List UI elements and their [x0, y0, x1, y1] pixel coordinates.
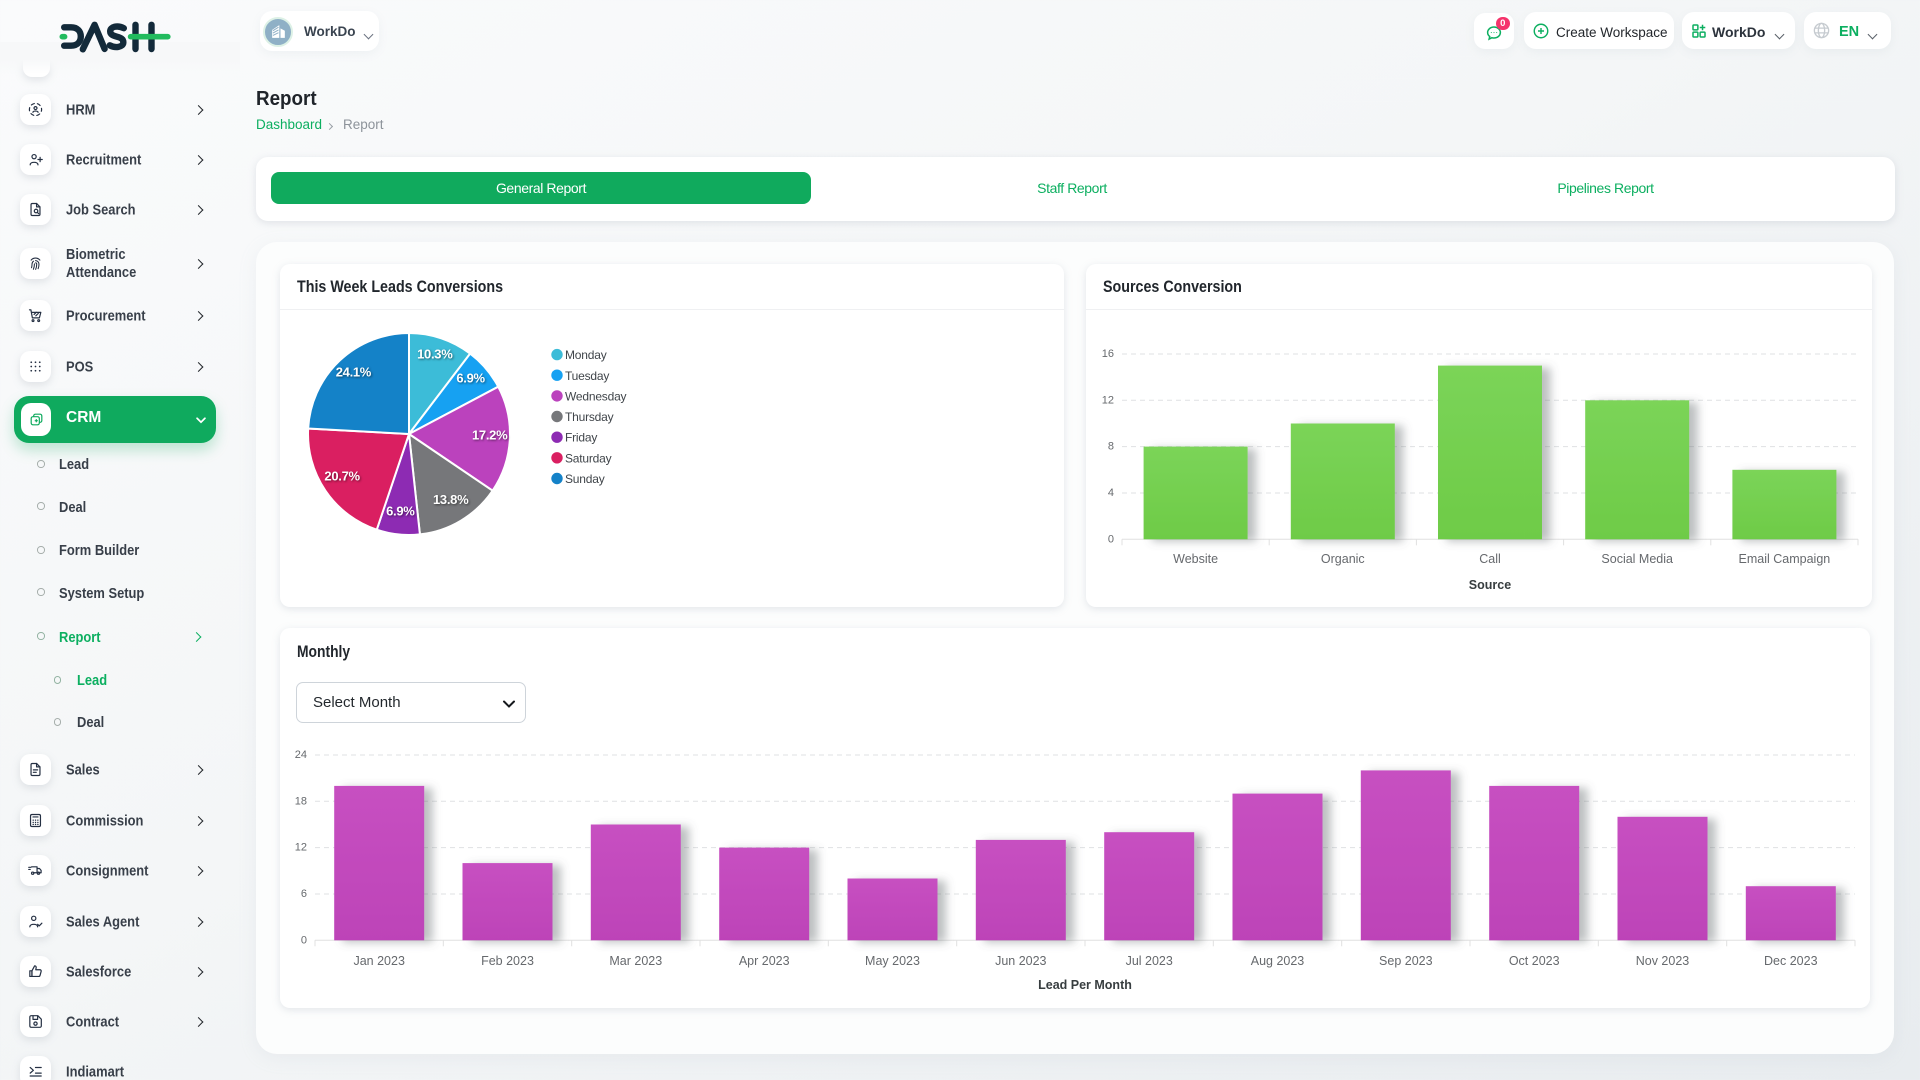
svg-text:Lead Per Month: Lead Per Month — [1038, 978, 1132, 992]
svg-text:Mar 2023: Mar 2023 — [609, 954, 662, 968]
svg-text:Tuesday: Tuesday — [565, 369, 609, 383]
svg-text:0: 0 — [1108, 533, 1114, 545]
svg-text:Nov 2023: Nov 2023 — [1636, 954, 1690, 968]
svg-text:24.1%: 24.1% — [336, 364, 372, 379]
svg-text:8: 8 — [1108, 441, 1114, 453]
svg-text:Wednesday: Wednesday — [565, 389, 627, 403]
svg-text:Apr 2023: Apr 2023 — [739, 954, 790, 968]
svg-text:12: 12 — [295, 842, 307, 854]
svg-text:Friday: Friday — [565, 431, 597, 445]
svg-text:Website: Website — [1173, 552, 1218, 566]
svg-text:Jan 2023: Jan 2023 — [353, 954, 404, 968]
svg-text:Sep 2023: Sep 2023 — [1379, 954, 1433, 968]
svg-text:May 2023: May 2023 — [865, 954, 920, 968]
svg-text:Sunday: Sunday — [565, 472, 605, 486]
svg-text:Organic: Organic — [1321, 552, 1365, 566]
svg-text:6: 6 — [301, 888, 307, 900]
svg-text:10.3%: 10.3% — [417, 346, 453, 361]
svg-text:Social Media: Social Media — [1601, 552, 1673, 566]
svg-text:Aug 2023: Aug 2023 — [1251, 954, 1305, 968]
svg-text:Feb 2023: Feb 2023 — [481, 954, 534, 968]
svg-text:0: 0 — [301, 934, 307, 946]
svg-text:6.9%: 6.9% — [386, 503, 415, 518]
svg-text:12: 12 — [1102, 394, 1114, 406]
svg-text:16: 16 — [1102, 348, 1114, 360]
svg-text:Jun 2023: Jun 2023 — [995, 954, 1046, 968]
svg-text:13.8%: 13.8% — [433, 492, 469, 507]
svg-text:Jul 2023: Jul 2023 — [1126, 954, 1173, 968]
svg-text:Email Campaign: Email Campaign — [1739, 552, 1831, 566]
svg-text:Thursday: Thursday — [565, 410, 614, 424]
svg-text:20.7%: 20.7% — [324, 468, 360, 483]
svg-text:17.2%: 17.2% — [472, 427, 508, 442]
svg-text:Call: Call — [1479, 552, 1501, 566]
svg-text:6.9%: 6.9% — [456, 371, 485, 386]
svg-text:Monday: Monday — [565, 348, 607, 362]
svg-text:Dec 2023: Dec 2023 — [1764, 954, 1818, 968]
svg-text:18: 18 — [295, 795, 307, 807]
svg-text:Oct 2023: Oct 2023 — [1509, 954, 1560, 968]
svg-text:4: 4 — [1108, 487, 1114, 499]
svg-text:24: 24 — [295, 749, 307, 761]
svg-text:Source: Source — [1469, 578, 1511, 592]
svg-text:Saturday: Saturday — [565, 451, 612, 465]
